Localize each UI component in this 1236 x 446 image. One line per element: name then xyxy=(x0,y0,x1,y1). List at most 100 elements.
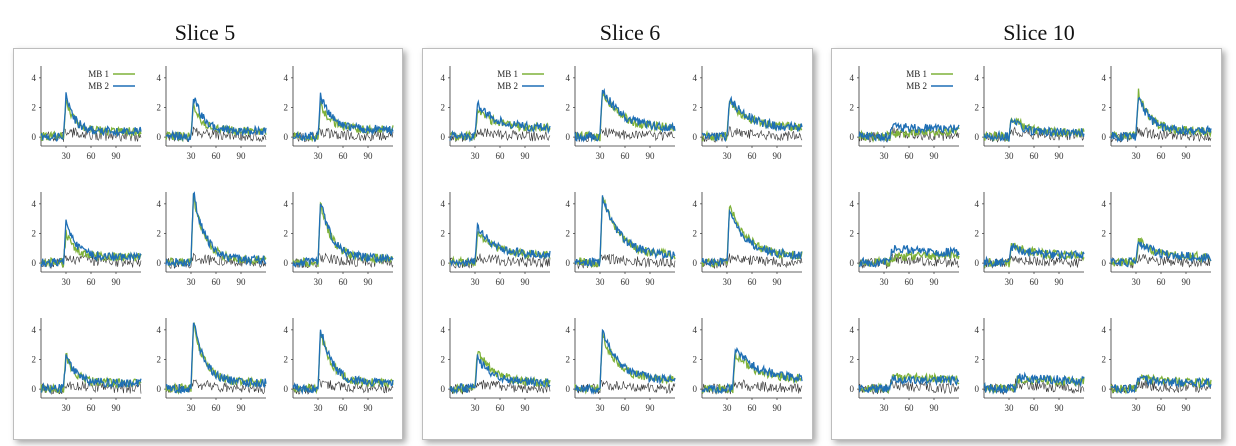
slice-title: Slice 10 xyxy=(1003,20,1075,45)
series-line-mb2 xyxy=(983,243,1085,268)
x-tick-label: 90 xyxy=(112,277,122,287)
x-tick-label: 60 xyxy=(496,403,506,413)
x-tick-label: 60 xyxy=(905,403,915,413)
x-tick-label: 30 xyxy=(187,151,197,161)
y-tick-label: 0 xyxy=(284,132,289,142)
y-tick-label: 2 xyxy=(441,354,446,364)
x-tick-label: 90 xyxy=(112,403,122,413)
subplot: 0 2 4 30 60 90 xyxy=(693,192,803,287)
y-tick-label: 4 xyxy=(284,73,289,83)
x-tick-label: 60 xyxy=(1157,403,1167,413)
baseline-line xyxy=(858,252,960,270)
y-tick-label: 4 xyxy=(441,199,446,209)
y-tick-label: 2 xyxy=(157,102,162,112)
y-tick-label: 2 xyxy=(32,228,37,238)
x-tick-label: 90 xyxy=(1055,277,1065,287)
y-tick-label: 0 xyxy=(441,258,446,268)
series-line-mb2 xyxy=(983,371,1085,395)
y-tick-label: 4 xyxy=(1102,325,1107,335)
subplot: 0 2 4 30 60 90 xyxy=(850,318,960,413)
y-tick-label: 4 xyxy=(693,73,698,83)
x-tick-label: 90 xyxy=(364,277,374,287)
x-tick-label: 30 xyxy=(62,277,72,287)
x-tick-label: 60 xyxy=(87,151,97,161)
subplot: 0 2 4 30 60 90 MB 1 MB 2 xyxy=(850,66,960,161)
y-tick-label: 0 xyxy=(566,258,571,268)
x-tick-label: 30 xyxy=(62,151,72,161)
y-tick-label: 2 xyxy=(32,102,37,112)
x-tick-label: 60 xyxy=(1157,151,1167,161)
legend-label: MB 1 xyxy=(906,69,927,79)
series-line-mb2 xyxy=(165,191,267,268)
x-tick-label: 30 xyxy=(314,151,324,161)
y-tick-label: 4 xyxy=(284,199,289,209)
y-tick-label: 0 xyxy=(566,132,571,142)
baseline-line xyxy=(983,378,1085,396)
series-line-mb2 xyxy=(858,374,960,394)
x-tick-label: 30 xyxy=(187,277,197,287)
series-line-mb2 xyxy=(858,244,960,269)
y-tick-label: 2 xyxy=(1102,354,1107,364)
x-tick-label: 30 xyxy=(471,277,481,287)
y-tick-label: 2 xyxy=(566,354,571,364)
y-tick-label: 2 xyxy=(1102,228,1107,238)
series-line-mb1 xyxy=(292,331,394,395)
x-tick-label: 60 xyxy=(339,403,349,413)
x-tick-label: 30 xyxy=(723,403,733,413)
legend-label: MB 1 xyxy=(497,69,518,79)
x-tick-label: 90 xyxy=(237,403,247,413)
x-tick-label: 90 xyxy=(521,151,531,161)
series-line-mb2 xyxy=(165,97,267,143)
x-tick-label: 30 xyxy=(723,151,733,161)
y-tick-label: 4 xyxy=(157,73,162,83)
x-tick-label: 60 xyxy=(87,403,97,413)
y-tick-label: 4 xyxy=(566,199,571,209)
subplot: 0 2 4 30 60 90 xyxy=(1102,192,1212,287)
y-tick-label: 0 xyxy=(975,258,980,268)
subplot: 0 2 4 30 60 90 xyxy=(975,192,1085,287)
y-tick-label: 4 xyxy=(693,325,698,335)
x-tick-label: 90 xyxy=(773,403,783,413)
subplot: 0 2 4 30 60 90 xyxy=(693,66,803,161)
series-line-mb2 xyxy=(858,122,960,144)
baseline-line xyxy=(983,253,1085,269)
x-tick-label: 90 xyxy=(112,151,122,161)
subplot: 0 2 4 30 60 90 xyxy=(1102,66,1212,161)
y-tick-label: 4 xyxy=(975,73,980,83)
x-tick-label: 60 xyxy=(496,151,506,161)
y-tick-label: 0 xyxy=(157,384,162,394)
legend-label: MB 2 xyxy=(906,81,927,91)
y-tick-label: 0 xyxy=(693,258,698,268)
series-line-mb2 xyxy=(449,99,551,143)
y-tick-label: 2 xyxy=(157,228,162,238)
x-tick-label: 30 xyxy=(1132,277,1142,287)
x-tick-label: 60 xyxy=(905,151,915,161)
series-line-mb1 xyxy=(701,204,803,269)
series-line-mb2 xyxy=(701,95,803,143)
x-tick-label: 60 xyxy=(905,277,915,287)
y-tick-label: 2 xyxy=(693,228,698,238)
x-tick-label: 30 xyxy=(471,403,481,413)
y-tick-label: 4 xyxy=(975,199,980,209)
subplot: 0 2 4 30 60 90 xyxy=(157,318,267,413)
x-tick-label: 30 xyxy=(596,403,606,413)
y-tick-label: 2 xyxy=(157,354,162,364)
x-tick-label: 30 xyxy=(1132,403,1142,413)
x-tick-label: 90 xyxy=(930,151,940,161)
y-tick-label: 2 xyxy=(850,228,855,238)
series-line-mb2 xyxy=(574,195,676,268)
y-tick-label: 0 xyxy=(441,384,446,394)
baseline-line xyxy=(292,378,394,395)
baseline-line xyxy=(574,127,676,143)
x-tick-label: 90 xyxy=(521,403,531,413)
x-tick-label: 30 xyxy=(880,403,890,413)
series-line-mb2 xyxy=(701,208,803,268)
x-tick-label: 30 xyxy=(723,277,733,287)
series-line-mb1 xyxy=(165,193,267,267)
subplot: 0 2 4 30 60 90 xyxy=(441,318,551,413)
y-tick-label: 0 xyxy=(850,258,855,268)
baseline-line xyxy=(1110,126,1212,143)
x-tick-label: 30 xyxy=(187,403,197,413)
series-line-mb2 xyxy=(1110,96,1212,143)
y-tick-label: 4 xyxy=(32,199,37,209)
